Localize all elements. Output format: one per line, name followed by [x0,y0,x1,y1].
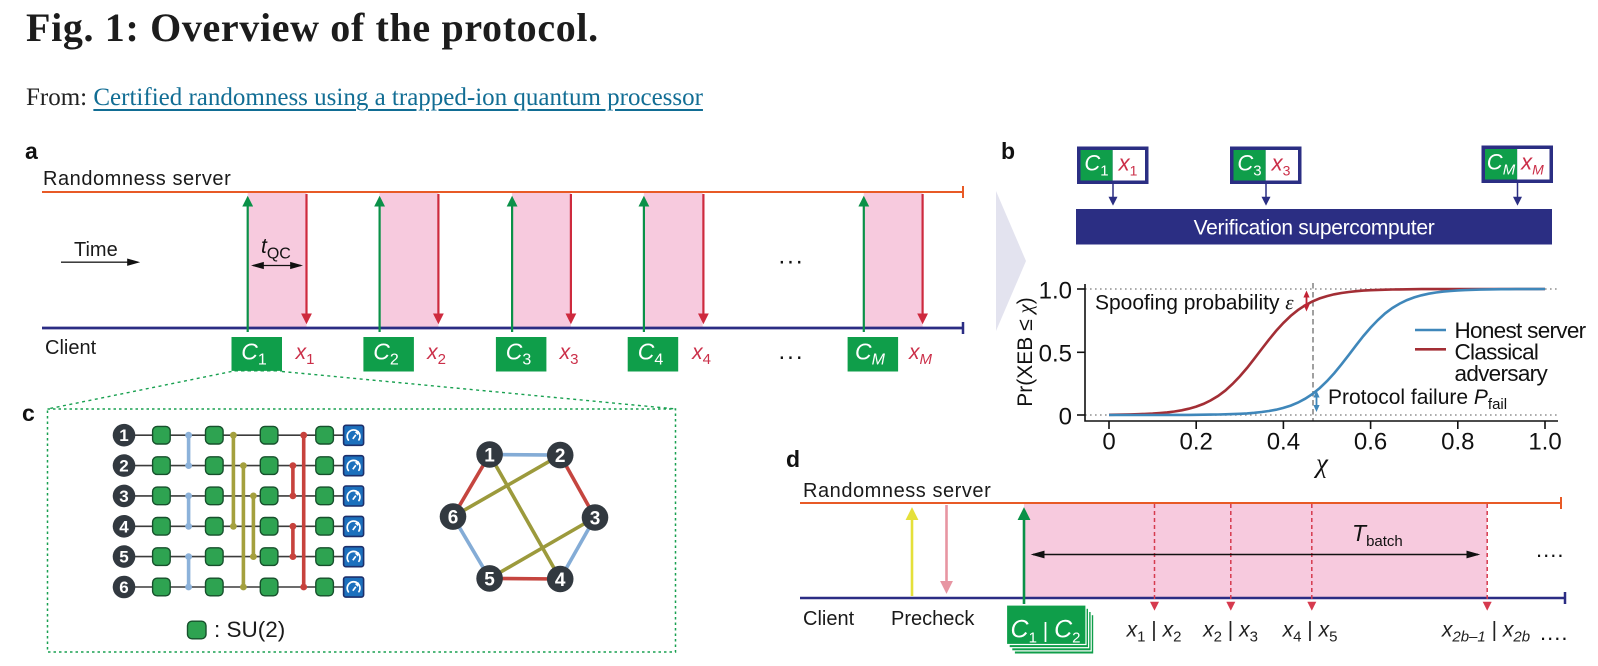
svg-text:6: 6 [448,508,459,529]
svg-text:x1: x1 [295,341,315,368]
svg-text:5: 5 [484,569,495,590]
svg-text:Classical: Classical [1455,340,1539,365]
svg-text:...: ... [779,243,805,270]
svg-text:3: 3 [119,487,128,506]
svg-text:...: ... [779,338,805,365]
svg-text:c: c [22,400,35,426]
svg-text:Randomness server: Randomness server [803,480,991,502]
svg-text:1.0: 1.0 [1528,429,1561,456]
svg-text:x1 | x2: x1 | x2 [1126,619,1182,646]
svg-text:0: 0 [1102,429,1115,456]
svg-text:adversary: adversary [1455,361,1549,386]
svg-text:Time: Time [74,239,118,261]
svg-text:Client: Client [803,608,855,630]
svg-text:6: 6 [119,578,128,597]
svg-text:2: 2 [555,446,566,467]
svg-text:4: 4 [119,517,129,536]
svg-text:Precheck: Precheck [891,608,975,630]
svg-text:x4: x4 [691,341,711,368]
svg-text:Spoofing probability ε: Spoofing probability ε [1095,291,1294,315]
svg-text:x3: x3 [559,341,579,368]
svg-text:0.6: 0.6 [1354,429,1387,456]
svg-text:χ: χ [1313,448,1329,478]
svg-text:0.4: 0.4 [1267,429,1300,456]
svg-text:Honest server: Honest server [1455,318,1587,343]
svg-text:a: a [25,138,38,164]
svg-text:C1 | C2: C1 | C2 [1011,616,1081,647]
svg-text:0.8: 0.8 [1441,429,1474,456]
svg-text:1.0: 1.0 [1039,277,1072,304]
svg-text:2: 2 [119,457,128,476]
svg-text:b: b [1001,138,1015,164]
svg-text:x2 | x3: x2 | x3 [1202,619,1258,646]
svg-text:0.5: 0.5 [1039,341,1072,368]
svg-text:Pr(XEB ≤ χ): Pr(XEB ≤ χ) [1013,297,1037,406]
svg-text:: SU(2): : SU(2) [214,617,285,642]
svg-text:1: 1 [484,446,495,467]
svg-text:4: 4 [555,570,566,591]
svg-text:1: 1 [119,426,128,445]
svg-text:xM: xM [1520,150,1544,178]
svg-text:....: .... [1536,537,1564,562]
svg-text:3: 3 [590,509,601,530]
svg-text:5: 5 [119,548,128,567]
svg-text:....: .... [1540,620,1568,645]
svg-text:Verification supercomputer: Verification supercomputer [1194,217,1435,240]
svg-text:d: d [786,446,800,472]
svg-text:xM: xM [908,341,933,368]
svg-text:0.2: 0.2 [1180,429,1213,456]
svg-text:x2b–1 | x2b: x2b–1 | x2b [1441,619,1530,646]
svg-text:Client: Client [45,337,97,359]
svg-text:0: 0 [1059,403,1072,430]
svg-text:x4 | x5: x4 | x5 [1282,619,1338,646]
svg-text:x2: x2 [426,341,446,368]
svg-text:Randomness server: Randomness server [43,168,231,190]
svg-text:Protocol failure Pfail: Protocol failure Pfail [1328,386,1507,413]
